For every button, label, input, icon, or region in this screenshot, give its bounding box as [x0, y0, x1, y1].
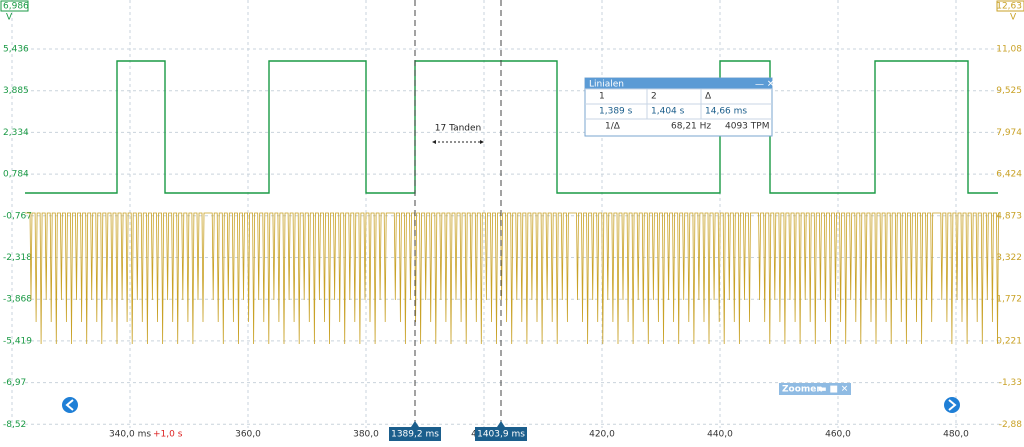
x-tick-label: 480,0: [943, 430, 969, 440]
cursor-label-box[interactable]: [475, 427, 527, 441]
axis-top-label: 6,986: [3, 2, 29, 12]
y-tick-label: 5,436: [3, 45, 29, 55]
x-tick-label: 340,0 ms: [109, 430, 151, 440]
zoom-label: Zoomen: [782, 385, 823, 395]
table-cell: 2: [651, 92, 657, 102]
x-tick-label: 360,0: [235, 430, 261, 440]
y-tick-label: 3,322: [996, 253, 1022, 263]
y-tick-label: -1,33: [999, 378, 1022, 388]
y-tick-label: -6,97: [3, 378, 26, 388]
x-tick-label: 420,0: [589, 430, 615, 440]
nav-arrow: [948, 399, 957, 411]
nav-arrow: [65, 399, 74, 411]
axis-unit: V: [1010, 13, 1017, 23]
y-tick-label: -2,318: [3, 253, 32, 263]
y-tick-label: 11,08: [996, 45, 1022, 55]
zoom-icons: ▬ ■ ✕: [818, 385, 848, 395]
axis-top-label: 12,63: [996, 2, 1022, 12]
cursor-handle: [497, 421, 505, 427]
x-tick-label: 380,0: [353, 430, 379, 440]
zoom-box[interactable]: [779, 383, 851, 395]
y-tick-label: 3,885: [3, 86, 29, 96]
cursor-label: 1389,2 ms: [391, 430, 439, 440]
y-tick-label: 0,784: [3, 170, 29, 180]
y-tick-label: 6,424: [996, 170, 1022, 180]
x-tick-label: 460,0: [825, 430, 851, 440]
table-cell: 1: [599, 92, 605, 102]
y-tick-label: -3,868: [3, 295, 32, 305]
table-cell: 1,389 s: [599, 107, 633, 117]
cursor-handle: [411, 421, 419, 427]
y-tick-label: -0,767: [3, 211, 32, 221]
table-cell: Δ: [705, 92, 712, 102]
cursor-label-box[interactable]: [389, 427, 441, 441]
y-tick-label: 2,334: [3, 128, 29, 138]
y-tick-label: 7,974: [996, 128, 1022, 138]
axis-unit: V: [6, 13, 13, 23]
table-cell: 1/Δ: [605, 122, 621, 132]
y-tick-label: -2,88: [999, 420, 1023, 430]
channel-b-trace: [25, 212, 999, 345]
axis-top-box: [996, 0, 1024, 12]
panel-title: Linialen: [589, 80, 624, 90]
axis-top-box: [0, 0, 29, 12]
y-tick-label: 4,873: [996, 211, 1022, 221]
y-tick-label: 0,221: [996, 336, 1022, 346]
cursor-label: 1403,9 ms: [477, 430, 525, 440]
panel-close[interactable]: — ✕: [755, 80, 774, 90]
y-tick-label: 9,525: [996, 86, 1022, 96]
rulers-panel: Linialen — ✕ 1 2 Δ 1,389 s 1,404 s 14,66 ms 1/Δ 6…: [584, 77, 774, 137]
panel-header: [585, 78, 772, 89]
nav-button[interactable]: [944, 397, 960, 413]
nav-button[interactable]: [62, 397, 78, 413]
y-tick-label: 1,772: [996, 295, 1022, 305]
table-cell: 14,66 ms: [705, 107, 747, 117]
annotation: 17 Tanden: [435, 124, 482, 134]
channel-a-trace: [25, 60, 998, 194]
y-tick-label: -8,52: [3, 420, 26, 430]
table-cell: 4093 TPM: [725, 122, 769, 132]
time-offset: +1,0 s: [153, 430, 183, 440]
table-cell: 1,404 s: [651, 107, 685, 117]
x-tick-label: 440,0: [707, 430, 733, 440]
table-cell: 68,21 Hz: [671, 122, 711, 132]
y-tick-label: -5,419: [3, 336, 32, 346]
